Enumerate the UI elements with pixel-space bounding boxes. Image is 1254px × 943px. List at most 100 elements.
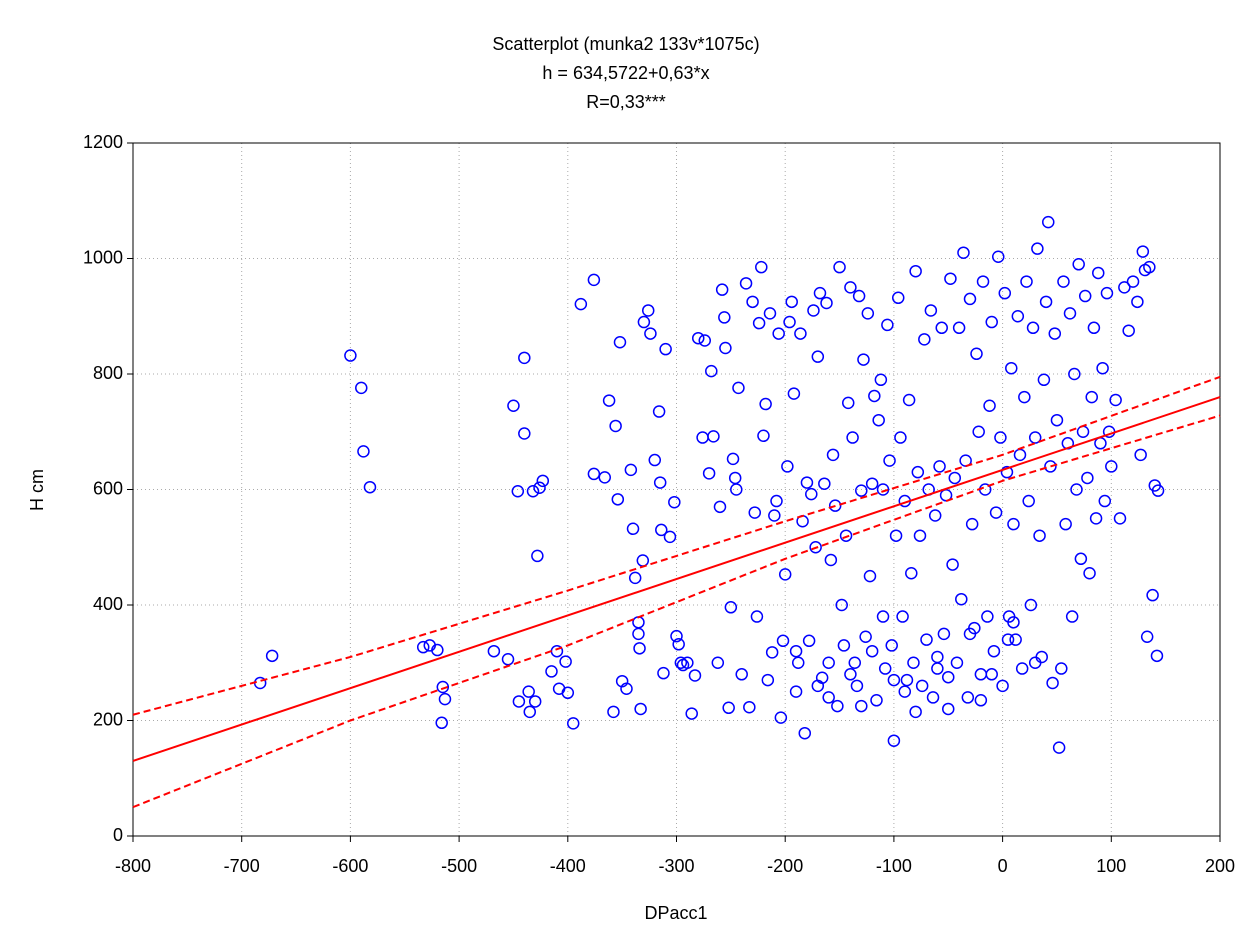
point — [722, 701, 735, 715]
point — [920, 633, 933, 646]
y-tick-label: 200 — [93, 709, 123, 729]
point — [1039, 295, 1053, 309]
point — [857, 353, 870, 366]
point — [655, 523, 668, 537]
point — [724, 601, 738, 614]
point — [566, 717, 580, 730]
point — [1126, 275, 1140, 288]
point — [885, 639, 898, 652]
point — [987, 644, 1001, 658]
point — [994, 431, 1007, 444]
point — [1000, 465, 1014, 479]
point — [1024, 598, 1038, 612]
point — [634, 702, 647, 716]
point — [265, 649, 279, 663]
point — [905, 566, 918, 580]
point — [587, 273, 601, 287]
point — [602, 394, 616, 407]
point — [611, 493, 625, 506]
point — [950, 656, 964, 669]
point — [739, 277, 753, 290]
point — [587, 467, 601, 481]
x-tick-label: 0 — [998, 856, 1008, 876]
point — [894, 431, 907, 444]
point — [909, 264, 922, 278]
point — [711, 656, 725, 669]
point — [765, 646, 779, 659]
point — [902, 393, 916, 407]
point — [1022, 494, 1035, 508]
point — [946, 558, 959, 571]
point — [512, 695, 526, 708]
point — [798, 726, 812, 740]
point — [913, 529, 927, 542]
point — [781, 460, 794, 473]
point — [948, 471, 962, 485]
point — [935, 321, 948, 335]
point — [1078, 289, 1092, 303]
point — [820, 296, 833, 310]
point — [438, 692, 452, 706]
point — [861, 307, 875, 320]
chart-subtitle: R=0,33*** — [586, 92, 666, 112]
point — [705, 364, 718, 378]
point — [1081, 471, 1094, 485]
point — [685, 707, 698, 720]
point — [839, 529, 853, 542]
point — [1028, 656, 1042, 669]
point — [887, 734, 901, 747]
point — [972, 425, 985, 438]
point — [942, 670, 955, 684]
point — [674, 656, 688, 669]
point — [896, 610, 909, 623]
point — [1018, 390, 1031, 404]
point — [755, 260, 768, 274]
point — [636, 554, 650, 567]
point — [802, 634, 816, 648]
point — [416, 640, 430, 654]
y-tick-label: 600 — [93, 478, 123, 498]
point — [818, 477, 831, 490]
x-tick-label: -100 — [876, 856, 912, 876]
y-tick-label: 800 — [93, 363, 123, 383]
point — [1055, 662, 1068, 675]
point — [811, 679, 825, 693]
point — [681, 656, 694, 669]
confidence-band — [132, 375, 1221, 716]
point — [598, 471, 612, 484]
point — [609, 419, 622, 433]
point — [824, 553, 838, 567]
point — [837, 639, 851, 652]
point — [852, 289, 866, 303]
point — [776, 634, 790, 648]
y-tick-label: 1200 — [83, 132, 123, 152]
point — [1146, 588, 1159, 602]
point — [1007, 517, 1020, 531]
point — [715, 283, 729, 296]
point — [844, 668, 857, 681]
point — [989, 506, 1003, 519]
point — [865, 644, 879, 658]
point — [1140, 630, 1154, 644]
point — [976, 275, 990, 288]
point — [663, 530, 677, 544]
point — [632, 616, 645, 629]
point — [794, 327, 807, 340]
point — [632, 627, 645, 641]
point — [828, 499, 842, 512]
x-tick-label: -600 — [332, 856, 368, 876]
y-tick-label: 400 — [93, 594, 123, 614]
point — [613, 335, 627, 349]
point — [848, 656, 862, 669]
point — [985, 315, 998, 329]
point — [881, 318, 894, 332]
point — [559, 655, 572, 668]
point — [691, 331, 705, 345]
point — [998, 286, 1012, 300]
point — [791, 656, 805, 669]
point — [435, 716, 448, 730]
x-tick-label: -200 — [767, 856, 803, 876]
point — [831, 699, 844, 713]
point — [1113, 512, 1127, 525]
